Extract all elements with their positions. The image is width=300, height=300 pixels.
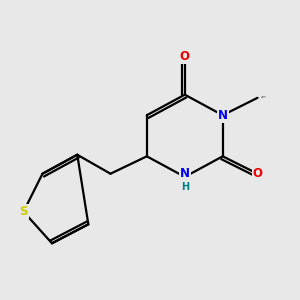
Text: methyl: methyl [261, 97, 266, 98]
Text: methyl: methyl [262, 96, 267, 97]
Text: S: S [19, 205, 28, 218]
Text: N: N [180, 167, 190, 180]
Text: H: H [181, 182, 189, 192]
Text: O: O [253, 167, 262, 180]
Text: N: N [218, 109, 228, 122]
Text: O: O [180, 50, 190, 63]
